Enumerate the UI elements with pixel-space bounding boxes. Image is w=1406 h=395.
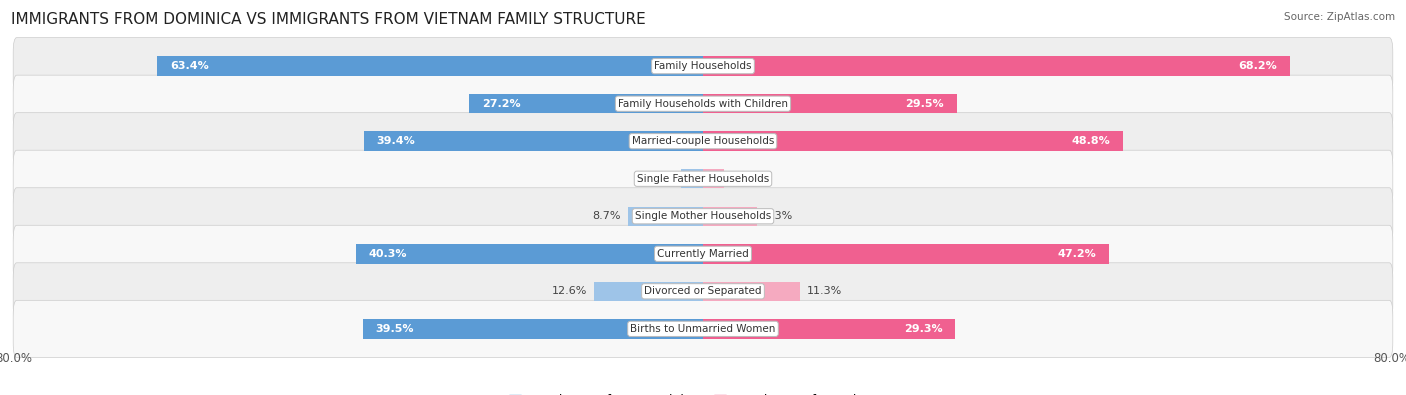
FancyBboxPatch shape bbox=[13, 188, 1393, 245]
Bar bbox=[703, 94, 957, 113]
Text: 11.3%: 11.3% bbox=[807, 286, 842, 296]
Text: 6.3%: 6.3% bbox=[763, 211, 793, 221]
Text: 27.2%: 27.2% bbox=[482, 99, 520, 109]
Legend: Immigrants from Dominica, Immigrants from Vietnam: Immigrants from Dominica, Immigrants fro… bbox=[509, 394, 897, 395]
Text: Single Mother Households: Single Mother Households bbox=[636, 211, 770, 221]
Bar bbox=[703, 244, 1109, 263]
FancyBboxPatch shape bbox=[13, 300, 1393, 357]
Text: 40.3%: 40.3% bbox=[368, 249, 408, 259]
Text: Single Father Households: Single Father Households bbox=[637, 174, 769, 184]
Bar bbox=[595, 282, 703, 301]
Text: 29.3%: 29.3% bbox=[904, 324, 942, 334]
Bar bbox=[157, 56, 703, 76]
FancyBboxPatch shape bbox=[13, 113, 1393, 170]
Text: 2.5%: 2.5% bbox=[647, 174, 675, 184]
FancyBboxPatch shape bbox=[13, 263, 1393, 320]
Bar bbox=[682, 169, 703, 188]
Text: Family Households with Children: Family Households with Children bbox=[619, 99, 787, 109]
Text: Family Households: Family Households bbox=[654, 61, 752, 71]
Text: 29.5%: 29.5% bbox=[905, 99, 945, 109]
Bar bbox=[628, 207, 703, 226]
Bar bbox=[468, 94, 703, 113]
Text: 48.8%: 48.8% bbox=[1071, 136, 1111, 146]
Bar bbox=[363, 319, 703, 339]
Text: Divorced or Separated: Divorced or Separated bbox=[644, 286, 762, 296]
Bar bbox=[703, 56, 1291, 76]
Bar bbox=[356, 244, 703, 263]
Text: IMMIGRANTS FROM DOMINICA VS IMMIGRANTS FROM VIETNAM FAMILY STRUCTURE: IMMIGRANTS FROM DOMINICA VS IMMIGRANTS F… bbox=[11, 12, 645, 27]
FancyBboxPatch shape bbox=[13, 225, 1393, 282]
Text: 39.5%: 39.5% bbox=[375, 324, 415, 334]
Bar bbox=[703, 207, 758, 226]
Text: 2.4%: 2.4% bbox=[731, 174, 759, 184]
Text: 47.2%: 47.2% bbox=[1057, 249, 1097, 259]
Text: 68.2%: 68.2% bbox=[1239, 61, 1278, 71]
FancyBboxPatch shape bbox=[13, 150, 1393, 207]
Bar bbox=[703, 319, 955, 339]
FancyBboxPatch shape bbox=[13, 38, 1393, 95]
FancyBboxPatch shape bbox=[13, 75, 1393, 132]
Bar bbox=[703, 282, 800, 301]
Bar bbox=[703, 132, 1123, 151]
Text: 39.4%: 39.4% bbox=[377, 136, 415, 146]
Text: Currently Married: Currently Married bbox=[657, 249, 749, 259]
Text: Source: ZipAtlas.com: Source: ZipAtlas.com bbox=[1284, 12, 1395, 22]
Bar bbox=[703, 169, 724, 188]
Text: Births to Unmarried Women: Births to Unmarried Women bbox=[630, 324, 776, 334]
Bar bbox=[364, 132, 703, 151]
Text: 12.6%: 12.6% bbox=[553, 286, 588, 296]
Text: 63.4%: 63.4% bbox=[170, 61, 208, 71]
Text: 8.7%: 8.7% bbox=[593, 211, 621, 221]
Text: Married-couple Households: Married-couple Households bbox=[631, 136, 775, 146]
